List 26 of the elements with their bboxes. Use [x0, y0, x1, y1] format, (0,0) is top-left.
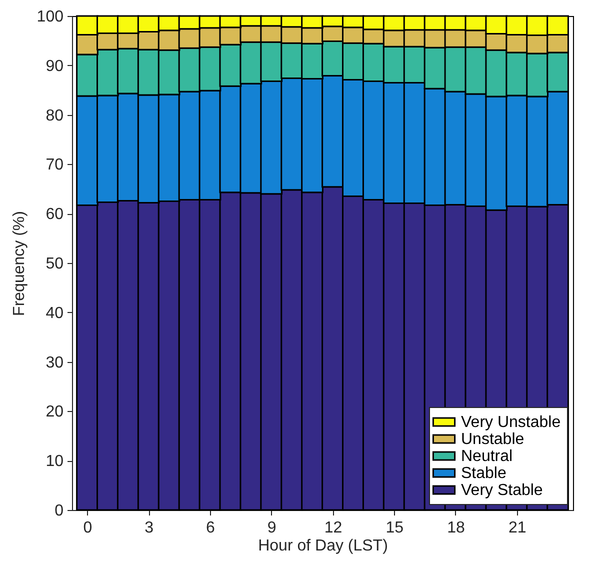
y-tick-label: 20	[46, 404, 64, 421]
x-tick-label: 18	[447, 520, 465, 536]
x-axis-title: Hour of Day (LST)	[258, 538, 388, 554]
x-tick-label: 3	[144, 520, 154, 536]
x-tick-label: 0	[83, 520, 92, 536]
x-tick-label: 6	[206, 520, 216, 536]
y-tick-label: 0	[54, 502, 64, 520]
y-tick-label: 10	[46, 453, 64, 470]
y-tick-label: 70	[46, 156, 64, 174]
x-tick-label: 12	[324, 520, 342, 536]
y-tick-label: 30	[46, 354, 64, 372]
x-tick-label: 9	[267, 520, 276, 536]
legend-label: Neutral	[461, 448, 513, 465]
legend-label: Very Stable	[461, 482, 543, 499]
y-axis-title: Frequency (%)	[10, 211, 28, 316]
x-tick-label: 21	[508, 520, 526, 536]
y-tick-label: 100	[36, 8, 64, 26]
legend-label: Very Unstable	[461, 414, 561, 431]
y-tick-label: 80	[46, 107, 64, 124]
legend-label: Unstable	[461, 431, 524, 448]
y-tick-label: 90	[46, 58, 64, 75]
y-tick-label: 50	[46, 256, 64, 272]
y-tick-label: 60	[46, 206, 64, 224]
x-tick-label: 15	[386, 520, 404, 536]
y-tick-label: 40	[46, 304, 64, 322]
legend-label: Stable	[461, 465, 506, 482]
